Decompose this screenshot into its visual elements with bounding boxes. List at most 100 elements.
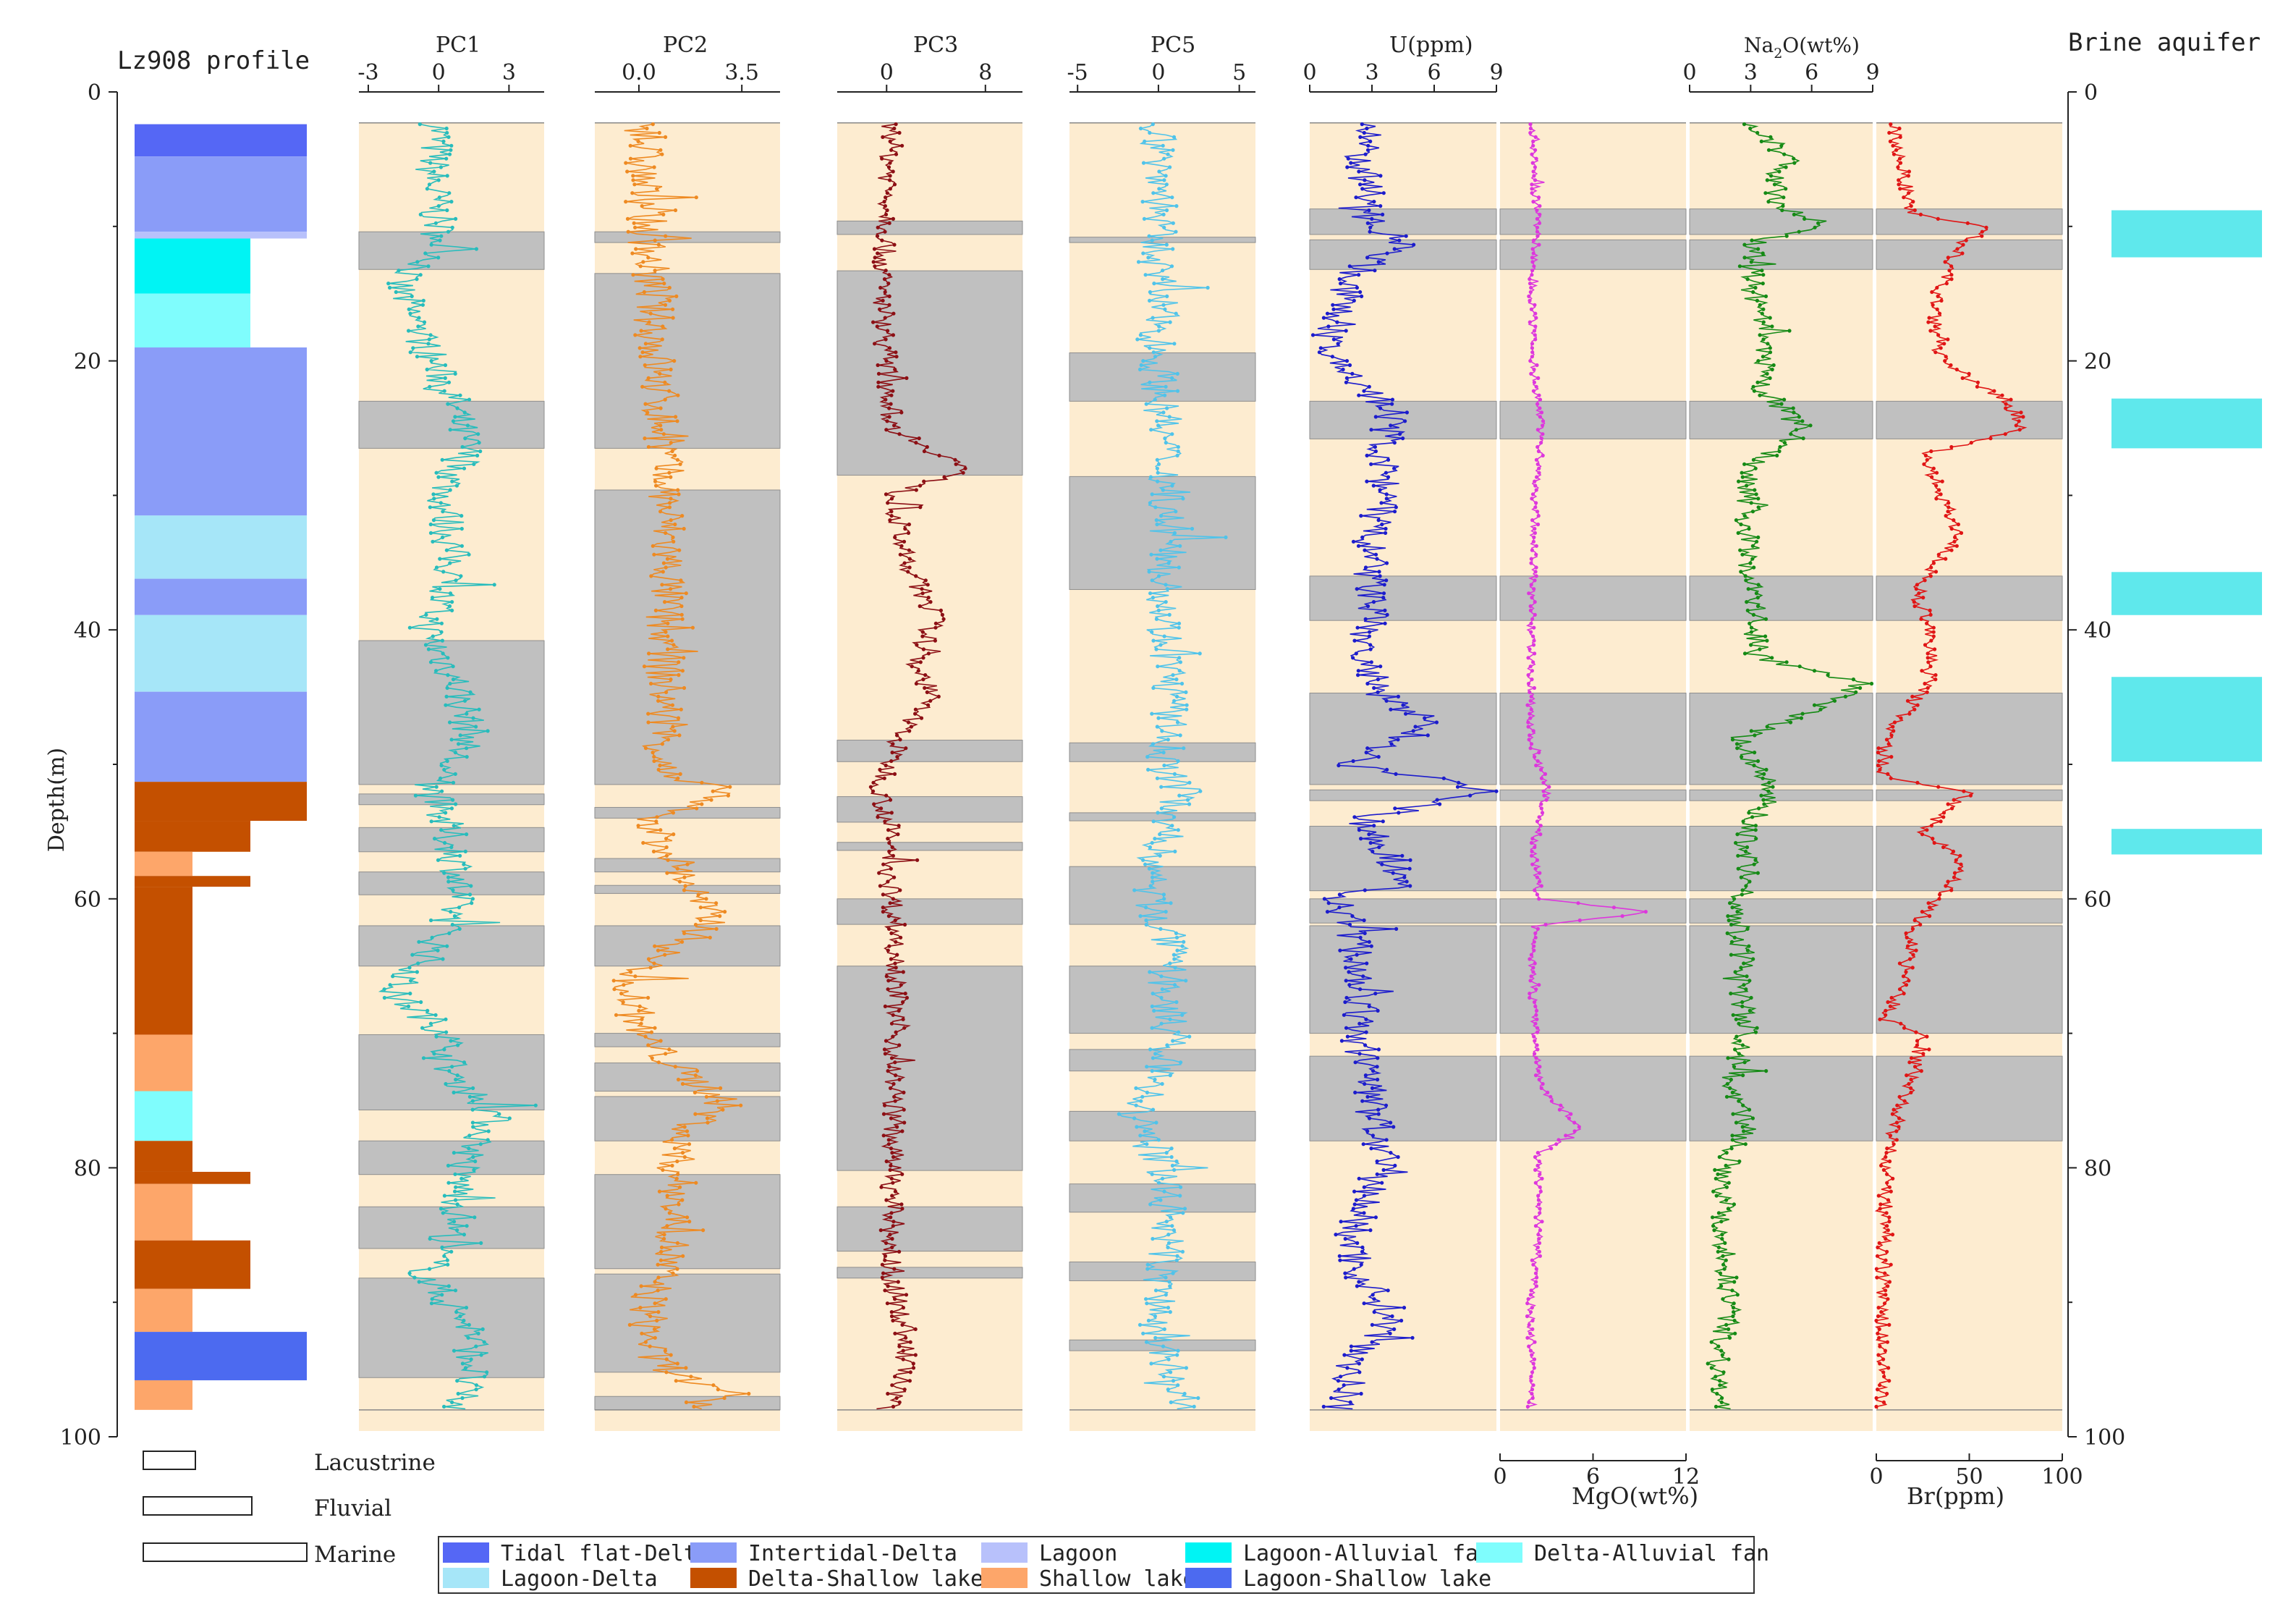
data-point <box>1533 311 1538 316</box>
data-point <box>881 892 885 897</box>
data-point <box>1148 346 1152 350</box>
series-line-pc2 <box>614 123 749 1410</box>
data-point <box>1348 1400 1352 1404</box>
data-point <box>1381 819 1385 824</box>
data-point <box>728 785 732 789</box>
data-point <box>1528 320 1532 324</box>
data-point <box>1164 910 1168 914</box>
series-line-na2o <box>1706 123 1872 1410</box>
data-point <box>889 393 894 397</box>
data-point <box>1344 1275 1348 1280</box>
data-point <box>1744 578 1748 583</box>
data-point <box>887 303 891 307</box>
data-point <box>1741 1073 1745 1078</box>
grey-band <box>358 1278 545 1378</box>
data-point <box>1138 126 1143 131</box>
grey-band <box>594 1273 781 1373</box>
data-point <box>678 462 682 466</box>
data-point <box>454 578 458 583</box>
data-point <box>884 974 889 979</box>
data-point <box>884 1198 889 1202</box>
data-point <box>441 651 445 656</box>
data-point <box>648 1344 652 1348</box>
data-point <box>1537 466 1541 470</box>
data-point <box>430 935 434 940</box>
data-point <box>641 260 645 264</box>
data-point <box>907 557 912 561</box>
data-point <box>1884 1151 1889 1155</box>
data-point <box>1883 1348 1887 1353</box>
data-point <box>1367 1116 1372 1120</box>
data-point <box>1755 298 1759 303</box>
data-point <box>1148 591 1153 596</box>
x-tick-label: -5 <box>1067 60 1088 85</box>
data-point <box>1711 1224 1716 1228</box>
data-point <box>1740 475 1745 479</box>
grey-band <box>1499 575 1687 621</box>
data-point <box>1157 169 1161 174</box>
data-point <box>1750 815 1755 819</box>
data-point <box>1175 1254 1179 1258</box>
data-point <box>485 1370 489 1375</box>
data-point <box>1378 204 1383 208</box>
data-point <box>888 1233 892 1237</box>
data-point <box>1851 677 1855 682</box>
data-point <box>1750 544 1755 548</box>
data-point <box>1352 1202 1357 1207</box>
data-point <box>675 1361 679 1366</box>
data-point <box>1922 462 1926 466</box>
data-point <box>1885 1181 1889 1185</box>
data-point <box>464 1306 469 1310</box>
data-point <box>1731 1112 1735 1116</box>
data-point <box>893 918 897 923</box>
data-point <box>1178 660 1182 664</box>
data-point <box>1360 535 1365 540</box>
data-point <box>1355 1284 1359 1288</box>
data-point <box>1153 1288 1158 1293</box>
data-point <box>1360 1245 1365 1249</box>
data-point <box>451 664 455 669</box>
data-point <box>1394 772 1398 776</box>
data-point <box>1920 910 1924 914</box>
data-point <box>1569 1112 1573 1116</box>
data-point <box>666 647 670 651</box>
grey-band <box>1309 208 1497 235</box>
grey-band <box>1069 1049 1256 1072</box>
data-point <box>1725 931 1729 935</box>
data-point <box>640 1017 644 1021</box>
data-point <box>1727 918 1731 923</box>
data-point <box>1902 1099 1907 1103</box>
data-point <box>1884 1293 1888 1297</box>
data-point <box>894 1396 899 1401</box>
data-point <box>1468 793 1473 798</box>
data-point <box>479 1241 483 1245</box>
data-point <box>872 247 877 251</box>
data-point <box>1532 535 1536 540</box>
data-point <box>1530 677 1534 682</box>
data-point <box>1897 987 1902 992</box>
data-point <box>1927 1047 1931 1052</box>
data-point <box>739 1103 743 1107</box>
data-point <box>1531 970 1535 974</box>
data-point <box>1756 359 1761 363</box>
data-point <box>1370 216 1374 221</box>
data-point <box>926 596 931 600</box>
data-point <box>436 178 441 182</box>
grey-band <box>1876 898 2063 924</box>
data-point <box>1742 983 1746 987</box>
lithology-segment <box>135 1288 192 1333</box>
data-point <box>1170 1163 1174 1168</box>
data-point <box>1731 1013 1735 1017</box>
data-point <box>631 174 635 178</box>
data-point <box>1338 948 1342 953</box>
data-point <box>1744 884 1748 888</box>
data-point <box>1733 970 1737 974</box>
data-point <box>465 712 469 716</box>
data-point <box>1336 342 1340 346</box>
data-point <box>901 1000 905 1005</box>
data-point <box>1538 824 1543 828</box>
data-point <box>1526 681 1531 686</box>
data-point <box>1753 733 1757 738</box>
data-point <box>1720 1236 1724 1241</box>
data-point <box>1533 1004 1538 1008</box>
